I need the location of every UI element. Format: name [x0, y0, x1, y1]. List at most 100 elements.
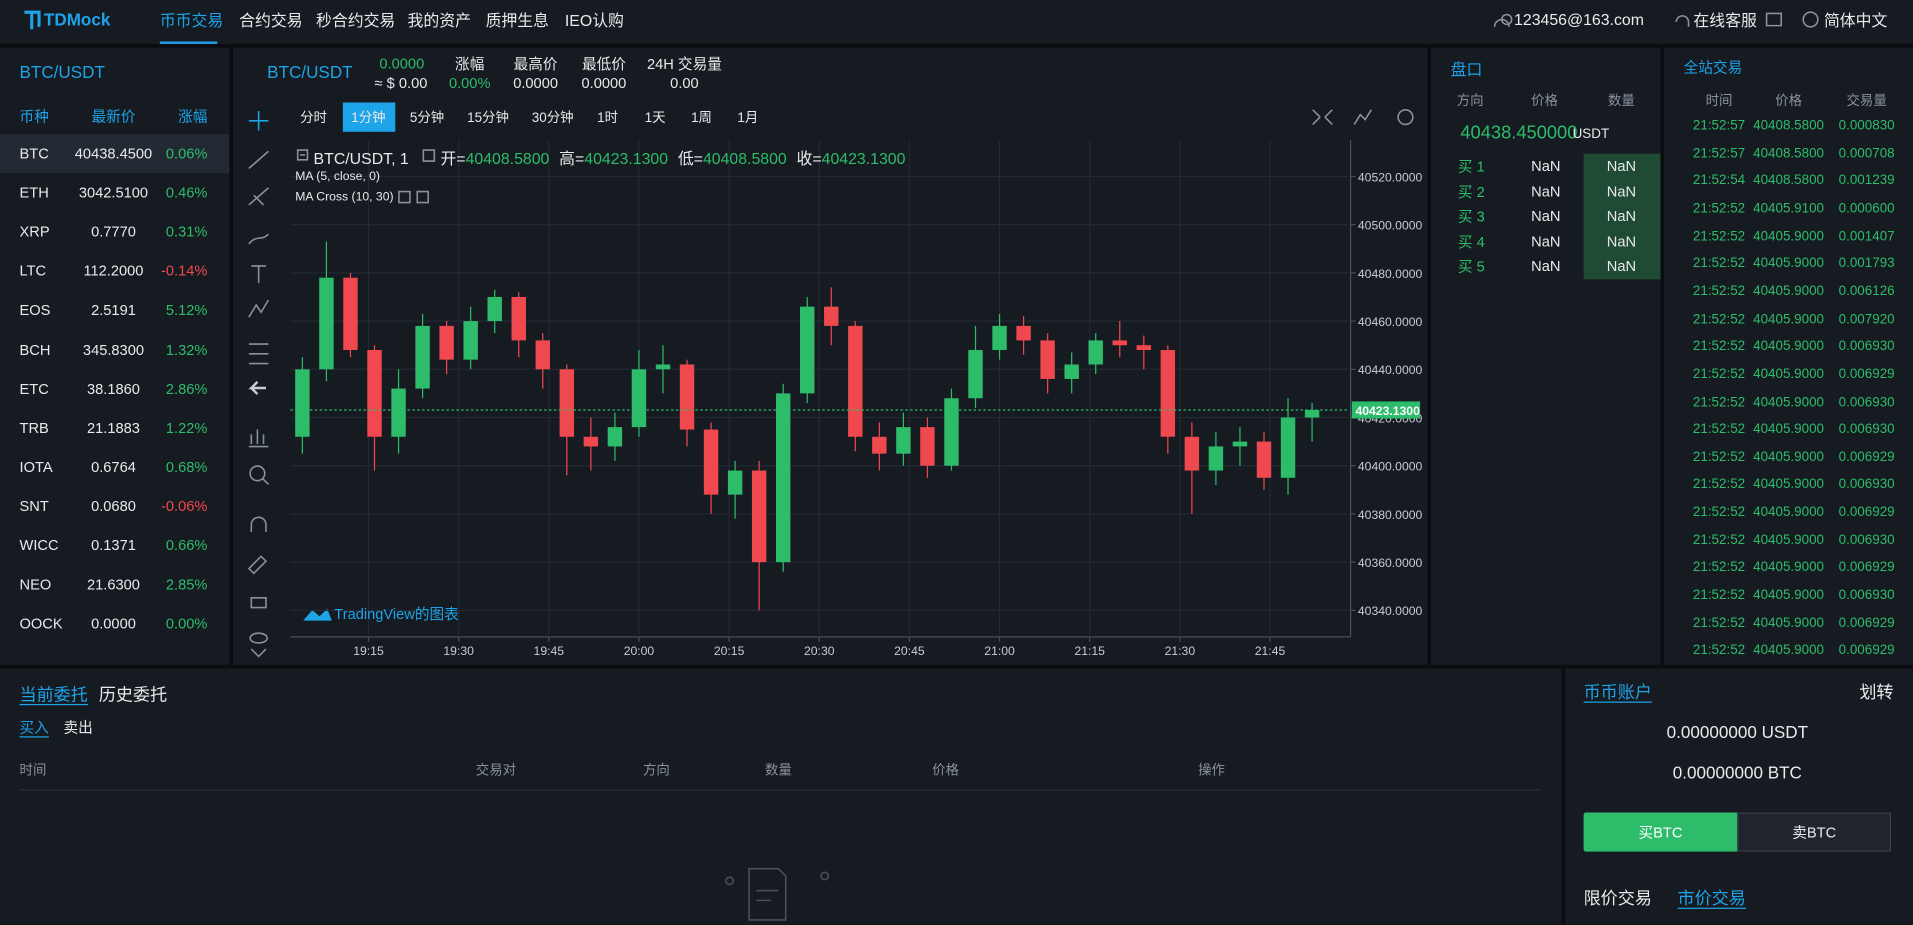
trade-cell: 40405.9000 — [1753, 312, 1824, 327]
candle-body — [656, 364, 670, 369]
trade-cell: 40405.9000 — [1753, 367, 1824, 382]
book-amount: NaN — [1607, 232, 1636, 249]
market-change[interactable]: 0.46% — [166, 184, 208, 201]
interval-button[interactable]: 15分钟 — [467, 107, 509, 127]
book-unit: USDT — [1573, 127, 1610, 142]
market-price[interactable]: 0.1371 — [91, 537, 136, 554]
market-symbol[interactable]: LTC — [20, 263, 47, 280]
trade-cell: 21:52:52 — [1693, 505, 1745, 520]
market-symbol[interactable]: WICC — [20, 537, 59, 554]
trade-cell: 21:52:52 — [1693, 395, 1745, 410]
trade-cell: 0.000708 — [1839, 146, 1895, 161]
market-change[interactable]: 0.68% — [166, 458, 208, 475]
trade-cell: 0.006126 — [1839, 284, 1895, 299]
legend-value: 40423.1300 — [584, 149, 668, 167]
interval-button[interactable]: 1周 — [691, 107, 712, 127]
market-change[interactable]: -0.06% — [161, 498, 207, 515]
market-price[interactable]: 0.6764 — [91, 458, 136, 475]
sell-label[interactable]: 卖BTC — [1792, 822, 1836, 843]
market-symbol[interactable]: BTC — [20, 145, 49, 162]
balance: 0.00000000 BTC — [1673, 763, 1802, 783]
candle-body — [1281, 418, 1295, 478]
interval-button[interactable]: 分时 — [300, 107, 327, 127]
market-change[interactable]: 1.22% — [166, 419, 208, 436]
interval-button[interactable]: 5分钟 — [410, 107, 444, 127]
y-tick-label: 40400.0000 — [1358, 460, 1423, 474]
candle-body — [1257, 442, 1271, 478]
language-select[interactable]: 简体中文 — [1824, 8, 1887, 31]
market-price[interactable]: 40438.4500 — [75, 145, 152, 162]
interval-button[interactable]: 1天 — [645, 107, 666, 127]
market-symbol[interactable]: ETH — [20, 184, 49, 201]
market-change[interactable]: 2.86% — [166, 380, 208, 397]
candle-body — [992, 326, 1006, 350]
stat-label: 24H 交易量 — [647, 53, 722, 74]
trade-mode[interactable]: 限价交易 — [1584, 886, 1652, 910]
market-price[interactable]: 3042.5100 — [79, 184, 148, 201]
market-symbol[interactable]: TRB — [20, 419, 49, 436]
market-price[interactable]: 0.0680 — [91, 498, 136, 515]
market-change[interactable]: 0.06% — [166, 145, 208, 162]
nav-item[interactable]: 秒合约交易 — [316, 8, 395, 31]
side-tab[interactable]: 买入 — [20, 717, 49, 738]
balance: 0.00000000 USDT — [1667, 722, 1808, 742]
market-price[interactable]: 21.6300 — [87, 576, 140, 593]
nav-item[interactable]: IEO认购 — [565, 8, 624, 31]
market-change[interactable]: 0.31% — [166, 223, 208, 240]
interval-button[interactable]: 1分钟 — [351, 107, 385, 127]
trade-cell: 40405.9000 — [1753, 616, 1824, 631]
interval-button[interactable]: 1月 — [737, 107, 758, 127]
market-change[interactable]: 5.12% — [166, 302, 208, 319]
book-amount: NaN — [1607, 257, 1636, 274]
market-change[interactable]: 2.85% — [166, 576, 208, 593]
market-change[interactable]: 0.00% — [166, 615, 208, 632]
market-price[interactable]: 0.7770 — [91, 223, 136, 240]
panel-title: 全站交易 — [1684, 57, 1743, 78]
orders-tab[interactable]: 当前委托 — [20, 682, 88, 706]
market-price[interactable]: 38.1860 — [87, 380, 140, 397]
candle-body — [800, 307, 814, 394]
market-symbol[interactable]: OOCK — [20, 615, 63, 632]
user-account[interactable]: 123456@163.com — [1514, 10, 1644, 28]
x-tick-label: 20:45 — [894, 644, 925, 658]
market-price[interactable]: 0.0000 — [91, 615, 136, 632]
orders-tab[interactable]: 历史委托 — [99, 682, 167, 706]
market-symbol[interactable]: NEO — [20, 576, 52, 593]
transfer-link[interactable]: 划转 — [1859, 680, 1893, 704]
market-change[interactable]: 0.66% — [166, 537, 208, 554]
nav-item[interactable]: 我的资产 — [407, 8, 470, 31]
trade-cell: 0.006930 — [1839, 533, 1895, 548]
interval-button[interactable]: 30分钟 — [532, 107, 574, 127]
logo[interactable]: TDMock — [44, 10, 110, 30]
market-symbol[interactable]: EOS — [20, 302, 51, 319]
trade-cell: 0.007920 — [1839, 312, 1895, 327]
customer-service[interactable]: 在线客服 — [1693, 8, 1756, 31]
side-tab[interactable]: 卖出 — [63, 717, 92, 738]
nav-item[interactable]: 质押生息 — [486, 8, 549, 31]
trade-cell: 21:52:57 — [1693, 118, 1745, 133]
market-symbol[interactable]: BCH — [20, 341, 51, 358]
nav-item[interactable]: 币币交易 — [160, 8, 223, 31]
trade-mode[interactable]: 市价交易 — [1678, 886, 1746, 910]
x-tick-label: 21:15 — [1074, 644, 1105, 658]
market-symbol[interactable]: XRP — [20, 223, 50, 240]
x-tick-label: 19:30 — [443, 644, 474, 658]
candle-body — [944, 398, 958, 465]
candle-body — [920, 427, 934, 466]
market-price[interactable]: 2.5191 — [91, 302, 136, 319]
buy-label[interactable]: 买BTC — [1638, 822, 1682, 843]
market-price[interactable]: 112.2000 — [83, 263, 143, 280]
interval-button[interactable]: 1时 — [597, 107, 618, 127]
market-symbol[interactable]: ETC — [20, 380, 49, 397]
market-change[interactable]: 1.32% — [166, 341, 208, 358]
market-change[interactable]: -0.14% — [161, 263, 207, 280]
market-symbol[interactable]: SNT — [20, 498, 49, 515]
account-title[interactable]: 币币账户 — [1584, 680, 1652, 704]
nav-item[interactable]: 合约交易 — [239, 8, 302, 31]
market-price[interactable]: 345.8300 — [83, 341, 144, 358]
candle-body — [1305, 410, 1319, 418]
column-header: 数量 — [765, 760, 792, 780]
candle-body — [896, 427, 910, 454]
market-price[interactable]: 21.1883 — [87, 419, 140, 436]
market-symbol[interactable]: IOTA — [20, 458, 53, 475]
